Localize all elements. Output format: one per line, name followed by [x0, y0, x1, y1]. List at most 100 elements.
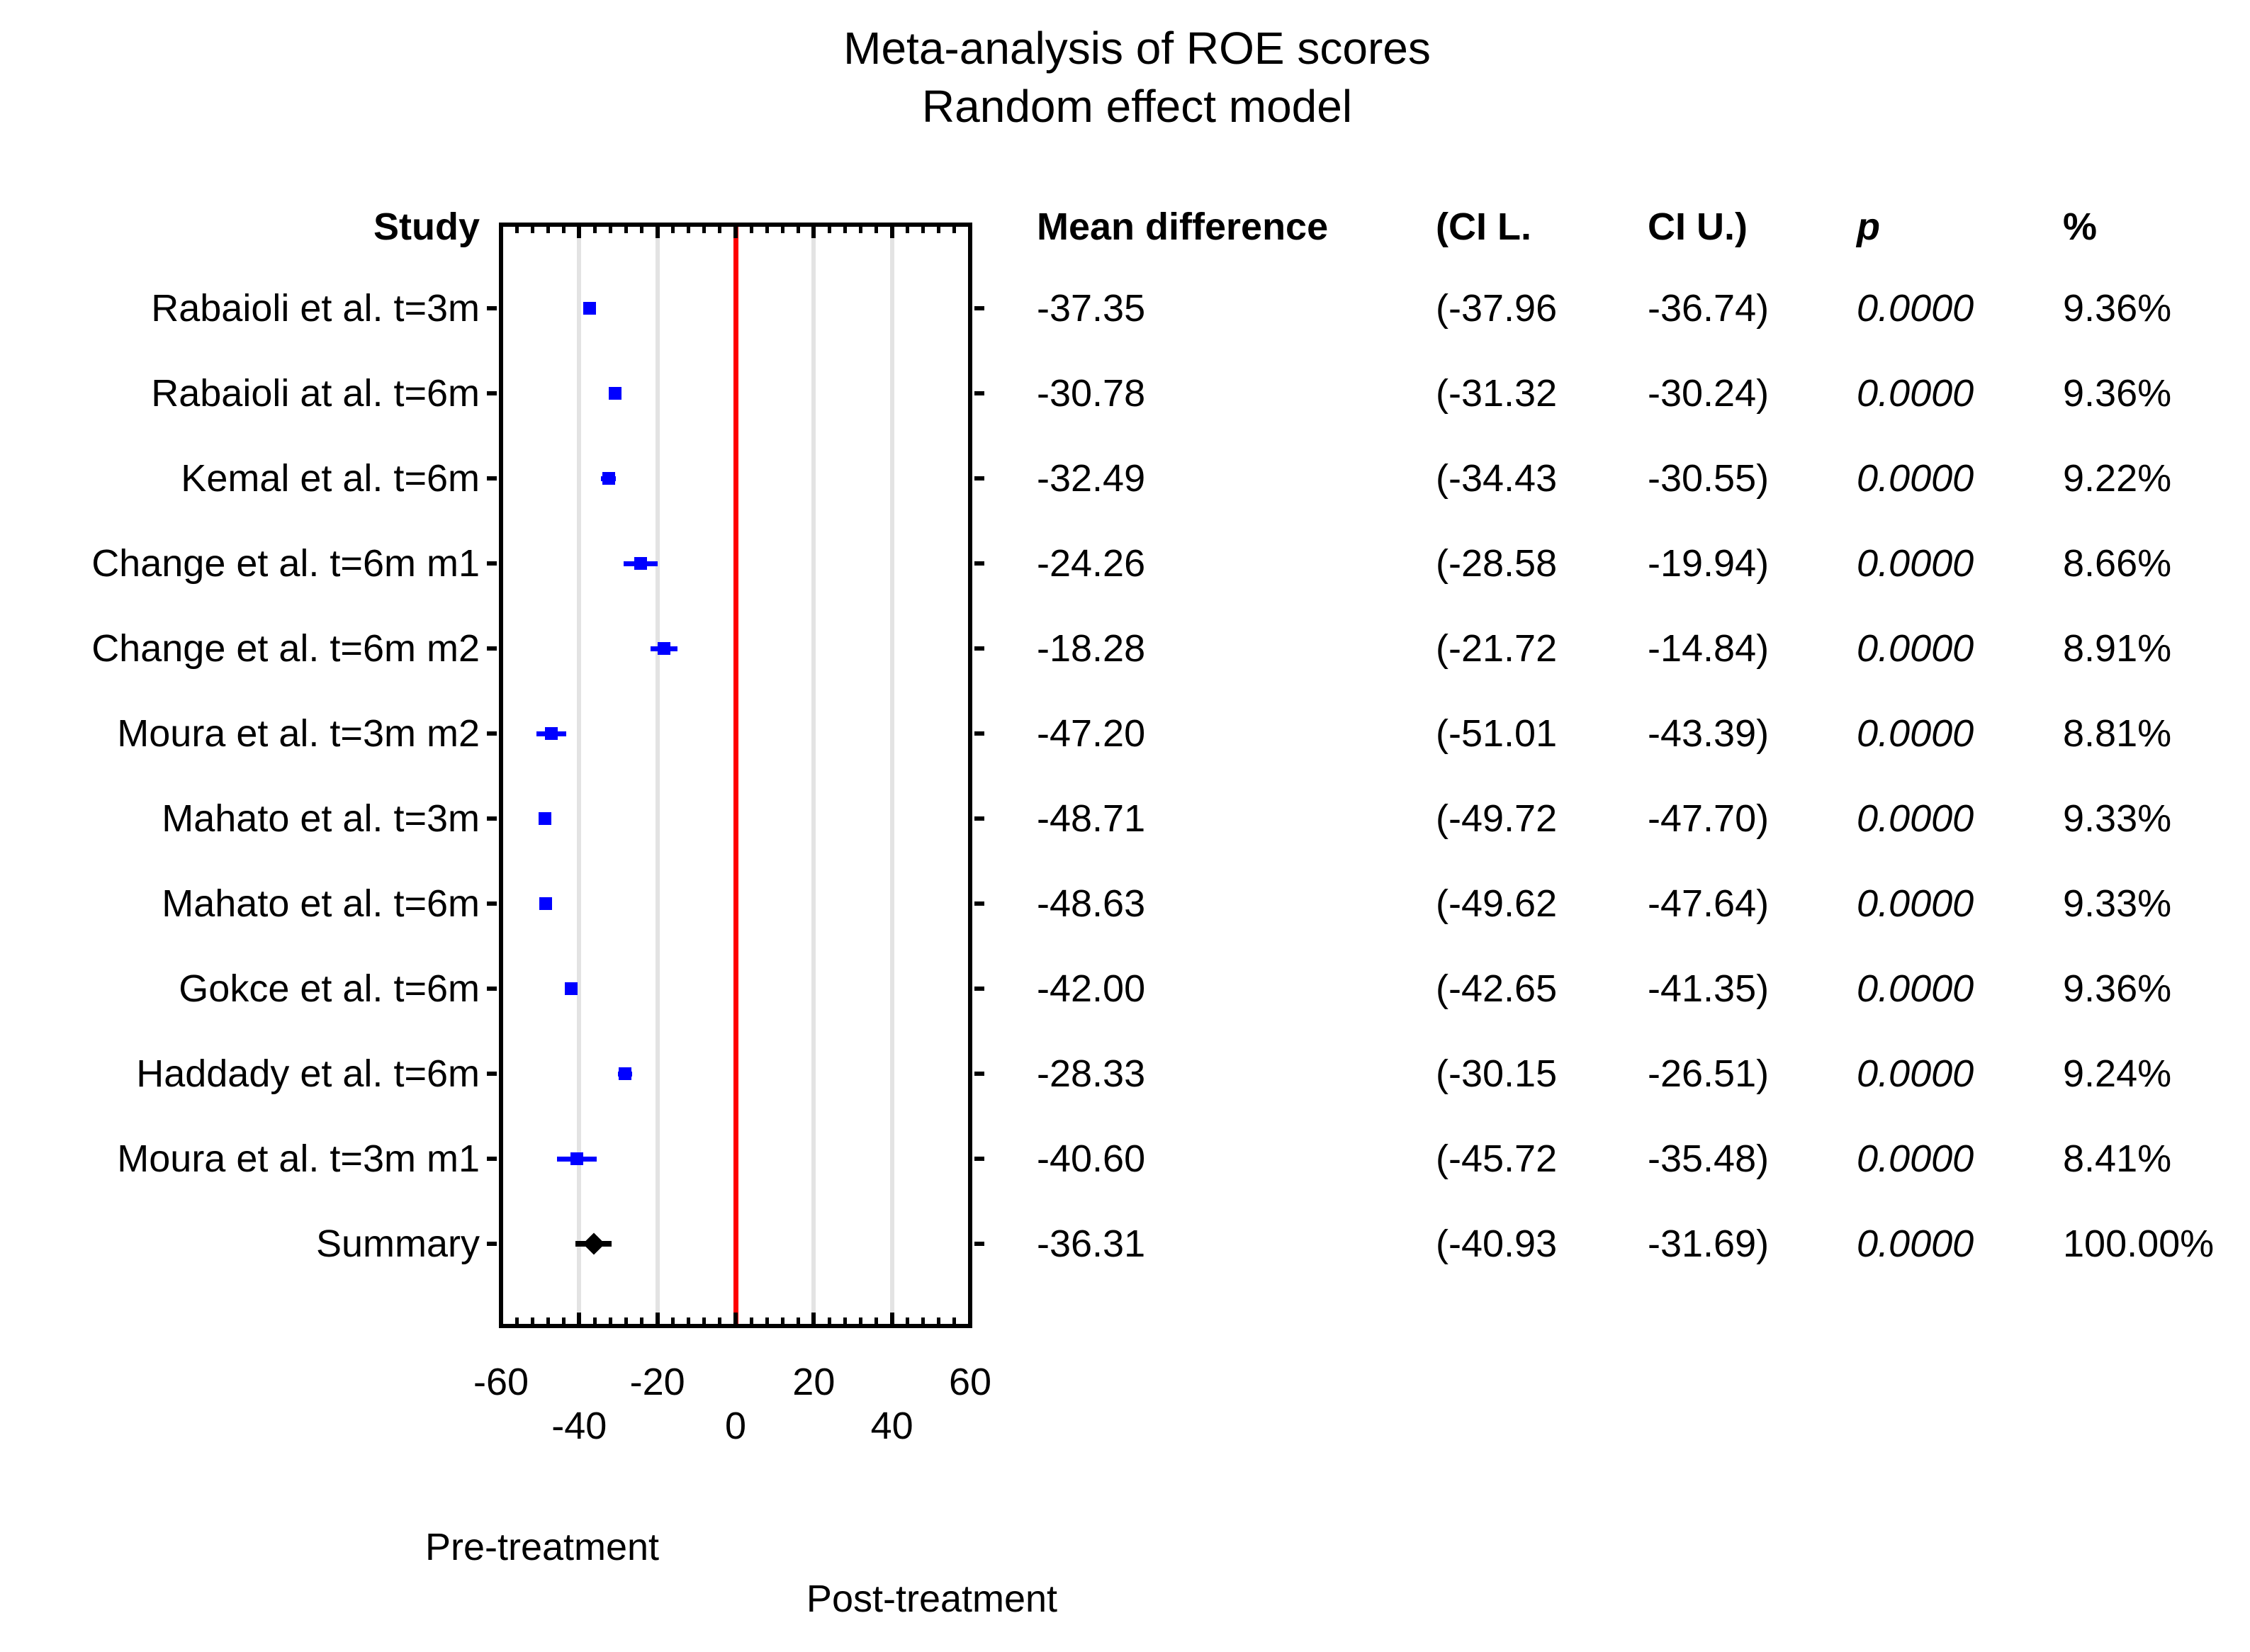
- x-minor-tick: [859, 1317, 863, 1324]
- column-header-weight: %: [2063, 206, 2098, 248]
- mean-difference-value: -28.33: [1037, 1052, 1146, 1095]
- ci-upper-value: -14.84): [1648, 627, 1770, 670]
- y-row-tick: [487, 561, 497, 566]
- study-mean-marker: [602, 472, 615, 485]
- x-minor-tick: [749, 227, 753, 233]
- y-row-tick: [487, 476, 497, 481]
- x-major-tick: [889, 1313, 894, 1324]
- x-minor-tick: [906, 227, 910, 233]
- x-minor-tick: [874, 227, 879, 233]
- column-header-ci-upper: CI U.): [1648, 206, 1748, 248]
- y-row-tick: [974, 816, 984, 821]
- x-major-tick: [577, 227, 582, 238]
- x-minor-tick: [561, 227, 566, 233]
- x-major-tick: [499, 227, 503, 238]
- study-label: Moura et al. t=3m m1: [117, 1137, 480, 1180]
- study-label: Gokce et al. t=6m: [179, 967, 480, 1010]
- post-treatment-label: Post-treatment: [806, 1578, 1058, 1620]
- study-mean-marker: [618, 1067, 631, 1080]
- p-value: 0.0000: [1857, 1137, 1974, 1180]
- x-axis-tick-label: -60: [473, 1361, 529, 1403]
- x-major-tick: [499, 1313, 503, 1324]
- x-minor-tick: [780, 227, 784, 233]
- ci-upper-value: -19.94): [1648, 542, 1770, 585]
- x-minor-tick: [827, 227, 831, 233]
- study-label: Mahato et al. t=3m: [162, 797, 480, 840]
- y-row-tick: [487, 816, 497, 821]
- chart-subtitle: Random effect model: [921, 81, 1353, 132]
- chart-title: Meta-analysis of ROE scores: [843, 23, 1431, 74]
- x-major-tick: [889, 227, 894, 238]
- x-minor-tick: [952, 227, 957, 233]
- x-minor-tick: [671, 227, 675, 233]
- x-minor-tick: [514, 227, 519, 233]
- p-value: 0.0000: [1857, 542, 1974, 585]
- ci-upper-value: -47.70): [1648, 797, 1770, 840]
- x-minor-tick: [921, 227, 926, 233]
- ci-lower-value: (-30.15: [1436, 1052, 1558, 1095]
- y-row-tick: [974, 1242, 984, 1246]
- weight-value: 9.33%: [2063, 882, 2172, 925]
- x-minor-tick: [843, 1317, 847, 1324]
- x-minor-tick: [827, 1317, 831, 1324]
- y-row-tick: [487, 306, 497, 310]
- y-row-tick: [487, 1157, 497, 1161]
- y-row-tick: [487, 391, 497, 395]
- weight-value: 9.36%: [2063, 287, 2172, 330]
- x-minor-tick: [592, 227, 597, 233]
- x-major-tick: [577, 1313, 582, 1324]
- x-minor-tick: [514, 1317, 519, 1324]
- study-label: Haddady et al. t=6m: [136, 1052, 480, 1095]
- x-axis-tick-label: -40: [551, 1405, 607, 1447]
- ci-lower-value: (-49.62: [1436, 882, 1558, 925]
- x-minor-tick: [608, 227, 612, 233]
- x-major-tick: [655, 1313, 660, 1324]
- x-minor-tick: [702, 227, 707, 233]
- weight-value: 100.00%: [2063, 1223, 2215, 1265]
- study-mean-marker: [609, 387, 622, 400]
- x-minor-tick: [640, 1317, 644, 1324]
- ci-upper-value: -26.51): [1648, 1052, 1770, 1095]
- ci-upper-value: -30.24): [1648, 372, 1770, 415]
- ci-lower-value: (-37.96: [1436, 287, 1558, 330]
- study-label: Moura et al. t=3m m2: [117, 712, 480, 755]
- ci-lower-value: (-31.32: [1436, 372, 1558, 415]
- y-row-tick: [974, 731, 984, 736]
- ci-lower-value: (-28.58: [1436, 542, 1558, 585]
- x-minor-tick: [608, 1317, 612, 1324]
- study-mean-marker: [539, 897, 552, 910]
- ci-lower-value: (-40.93: [1436, 1223, 1558, 1265]
- x-minor-tick: [874, 1317, 879, 1324]
- y-row-tick: [487, 901, 497, 906]
- x-minor-tick: [937, 227, 941, 233]
- x-minor-tick: [780, 1317, 784, 1324]
- study-label: Change et al. t=6m m1: [91, 542, 480, 585]
- p-value: 0.0000: [1857, 967, 1974, 1010]
- x-major-tick: [968, 1313, 972, 1324]
- ci-upper-value: -30.55): [1648, 457, 1770, 500]
- x-minor-tick: [561, 1317, 566, 1324]
- column-header-mean-difference: Mean difference: [1037, 206, 1329, 248]
- x-minor-tick: [687, 227, 691, 233]
- study-mean-marker: [583, 302, 596, 315]
- x-minor-tick: [671, 1317, 675, 1324]
- p-value: 0.0000: [1857, 882, 1974, 925]
- p-value: 0.0000: [1857, 287, 1974, 330]
- x-minor-tick: [843, 227, 847, 233]
- y-row-tick: [974, 901, 984, 906]
- y-row-tick: [974, 476, 984, 481]
- y-row-tick: [974, 1157, 984, 1161]
- y-row-tick: [487, 987, 497, 991]
- mean-difference-value: -18.28: [1037, 627, 1146, 670]
- p-value: 0.0000: [1857, 457, 1974, 500]
- p-value: 0.0000: [1857, 797, 1974, 840]
- x-minor-tick: [765, 227, 769, 233]
- mean-difference-value: -36.31: [1037, 1223, 1146, 1265]
- x-minor-tick: [640, 227, 644, 233]
- ci-upper-value: -35.48): [1648, 1137, 1770, 1180]
- x-minor-tick: [687, 1317, 691, 1324]
- x-minor-tick: [937, 1317, 941, 1324]
- study-label: Rabaioli et al. t=3m: [151, 287, 480, 330]
- mean-difference-value: -42.00: [1037, 967, 1146, 1010]
- ci-upper-value: -47.64): [1648, 882, 1770, 925]
